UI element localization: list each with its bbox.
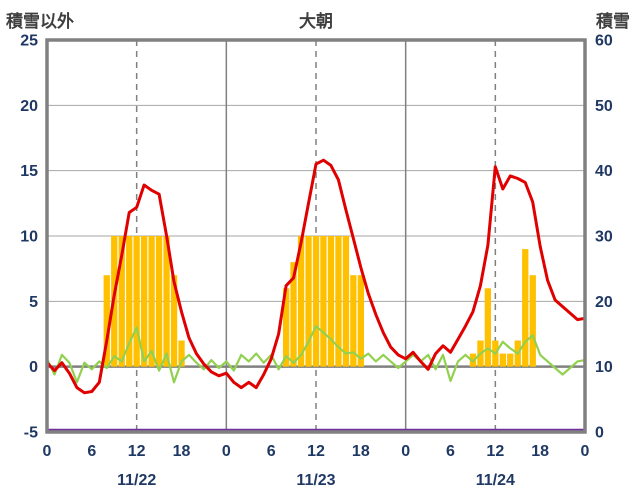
plot-frame xyxy=(45,38,587,434)
bar xyxy=(283,288,290,367)
bar xyxy=(178,340,185,367)
x-tick-label: 6 xyxy=(87,443,96,460)
x-tick-label: 0 xyxy=(222,443,231,460)
bar xyxy=(126,236,133,367)
bar xyxy=(133,236,140,367)
bar xyxy=(357,275,364,367)
bar xyxy=(507,353,514,367)
bar xyxy=(335,236,342,367)
y-left-tick-label: 15 xyxy=(20,163,38,180)
bar xyxy=(297,236,305,367)
x-tick-label: 18 xyxy=(531,443,549,460)
bar xyxy=(522,249,529,367)
x-tick-label: 18 xyxy=(173,443,191,460)
x-tick-label: 0 xyxy=(401,443,410,460)
red-line xyxy=(45,158,587,395)
y-right-tick-label: 30 xyxy=(595,229,613,246)
y-right-tick-label: 0 xyxy=(595,425,604,442)
bar xyxy=(155,236,163,367)
date-label: 11/22 xyxy=(117,472,156,489)
y-right-tick-label: 50 xyxy=(595,98,613,115)
x-tick-label: 0 xyxy=(43,443,52,460)
bar xyxy=(342,236,350,367)
y-left-tick-label: -5 xyxy=(24,425,38,442)
bar xyxy=(290,262,297,367)
x-tick-label: 6 xyxy=(446,443,455,460)
x-tick-label: 0 xyxy=(581,443,590,460)
x-tick-label: 6 xyxy=(267,443,276,460)
y-right-tick-label: 60 xyxy=(595,33,613,50)
y-left-tick-label: 5 xyxy=(29,294,38,311)
y-right-tick-label: 20 xyxy=(595,294,613,311)
bar xyxy=(312,236,320,367)
x-tick-label: 12 xyxy=(307,443,325,460)
date-label: 11/23 xyxy=(296,472,335,489)
green-line xyxy=(45,325,587,384)
bar xyxy=(529,275,536,367)
bar xyxy=(350,275,357,367)
left-axis-title: 積雪以外 xyxy=(6,12,74,31)
x-tick-label: 12 xyxy=(128,443,146,460)
y-right-tick-label: 10 xyxy=(595,359,613,376)
bar xyxy=(327,236,335,367)
bar xyxy=(103,275,110,367)
y-left-tick-label: 0 xyxy=(29,359,38,376)
x-tick-label: 12 xyxy=(486,443,504,460)
y-left-tick-label: 10 xyxy=(20,229,38,246)
bar xyxy=(499,353,506,367)
bar xyxy=(163,236,170,367)
right-axis-title: 積雪 xyxy=(596,12,630,31)
bar xyxy=(141,236,148,367)
bar xyxy=(305,236,312,367)
date-label: 11/24 xyxy=(476,472,515,489)
bar xyxy=(148,236,155,367)
chart-title: 大朝 xyxy=(299,12,333,31)
bar xyxy=(118,236,125,367)
bar xyxy=(170,275,178,367)
bar xyxy=(320,236,327,367)
y-left-tick-label: 25 xyxy=(20,33,38,50)
x-tick-label: 18 xyxy=(352,443,370,460)
bar xyxy=(484,288,491,367)
y-right-tick-label: 40 xyxy=(595,163,613,180)
y-left-tick-label: 20 xyxy=(20,98,38,115)
